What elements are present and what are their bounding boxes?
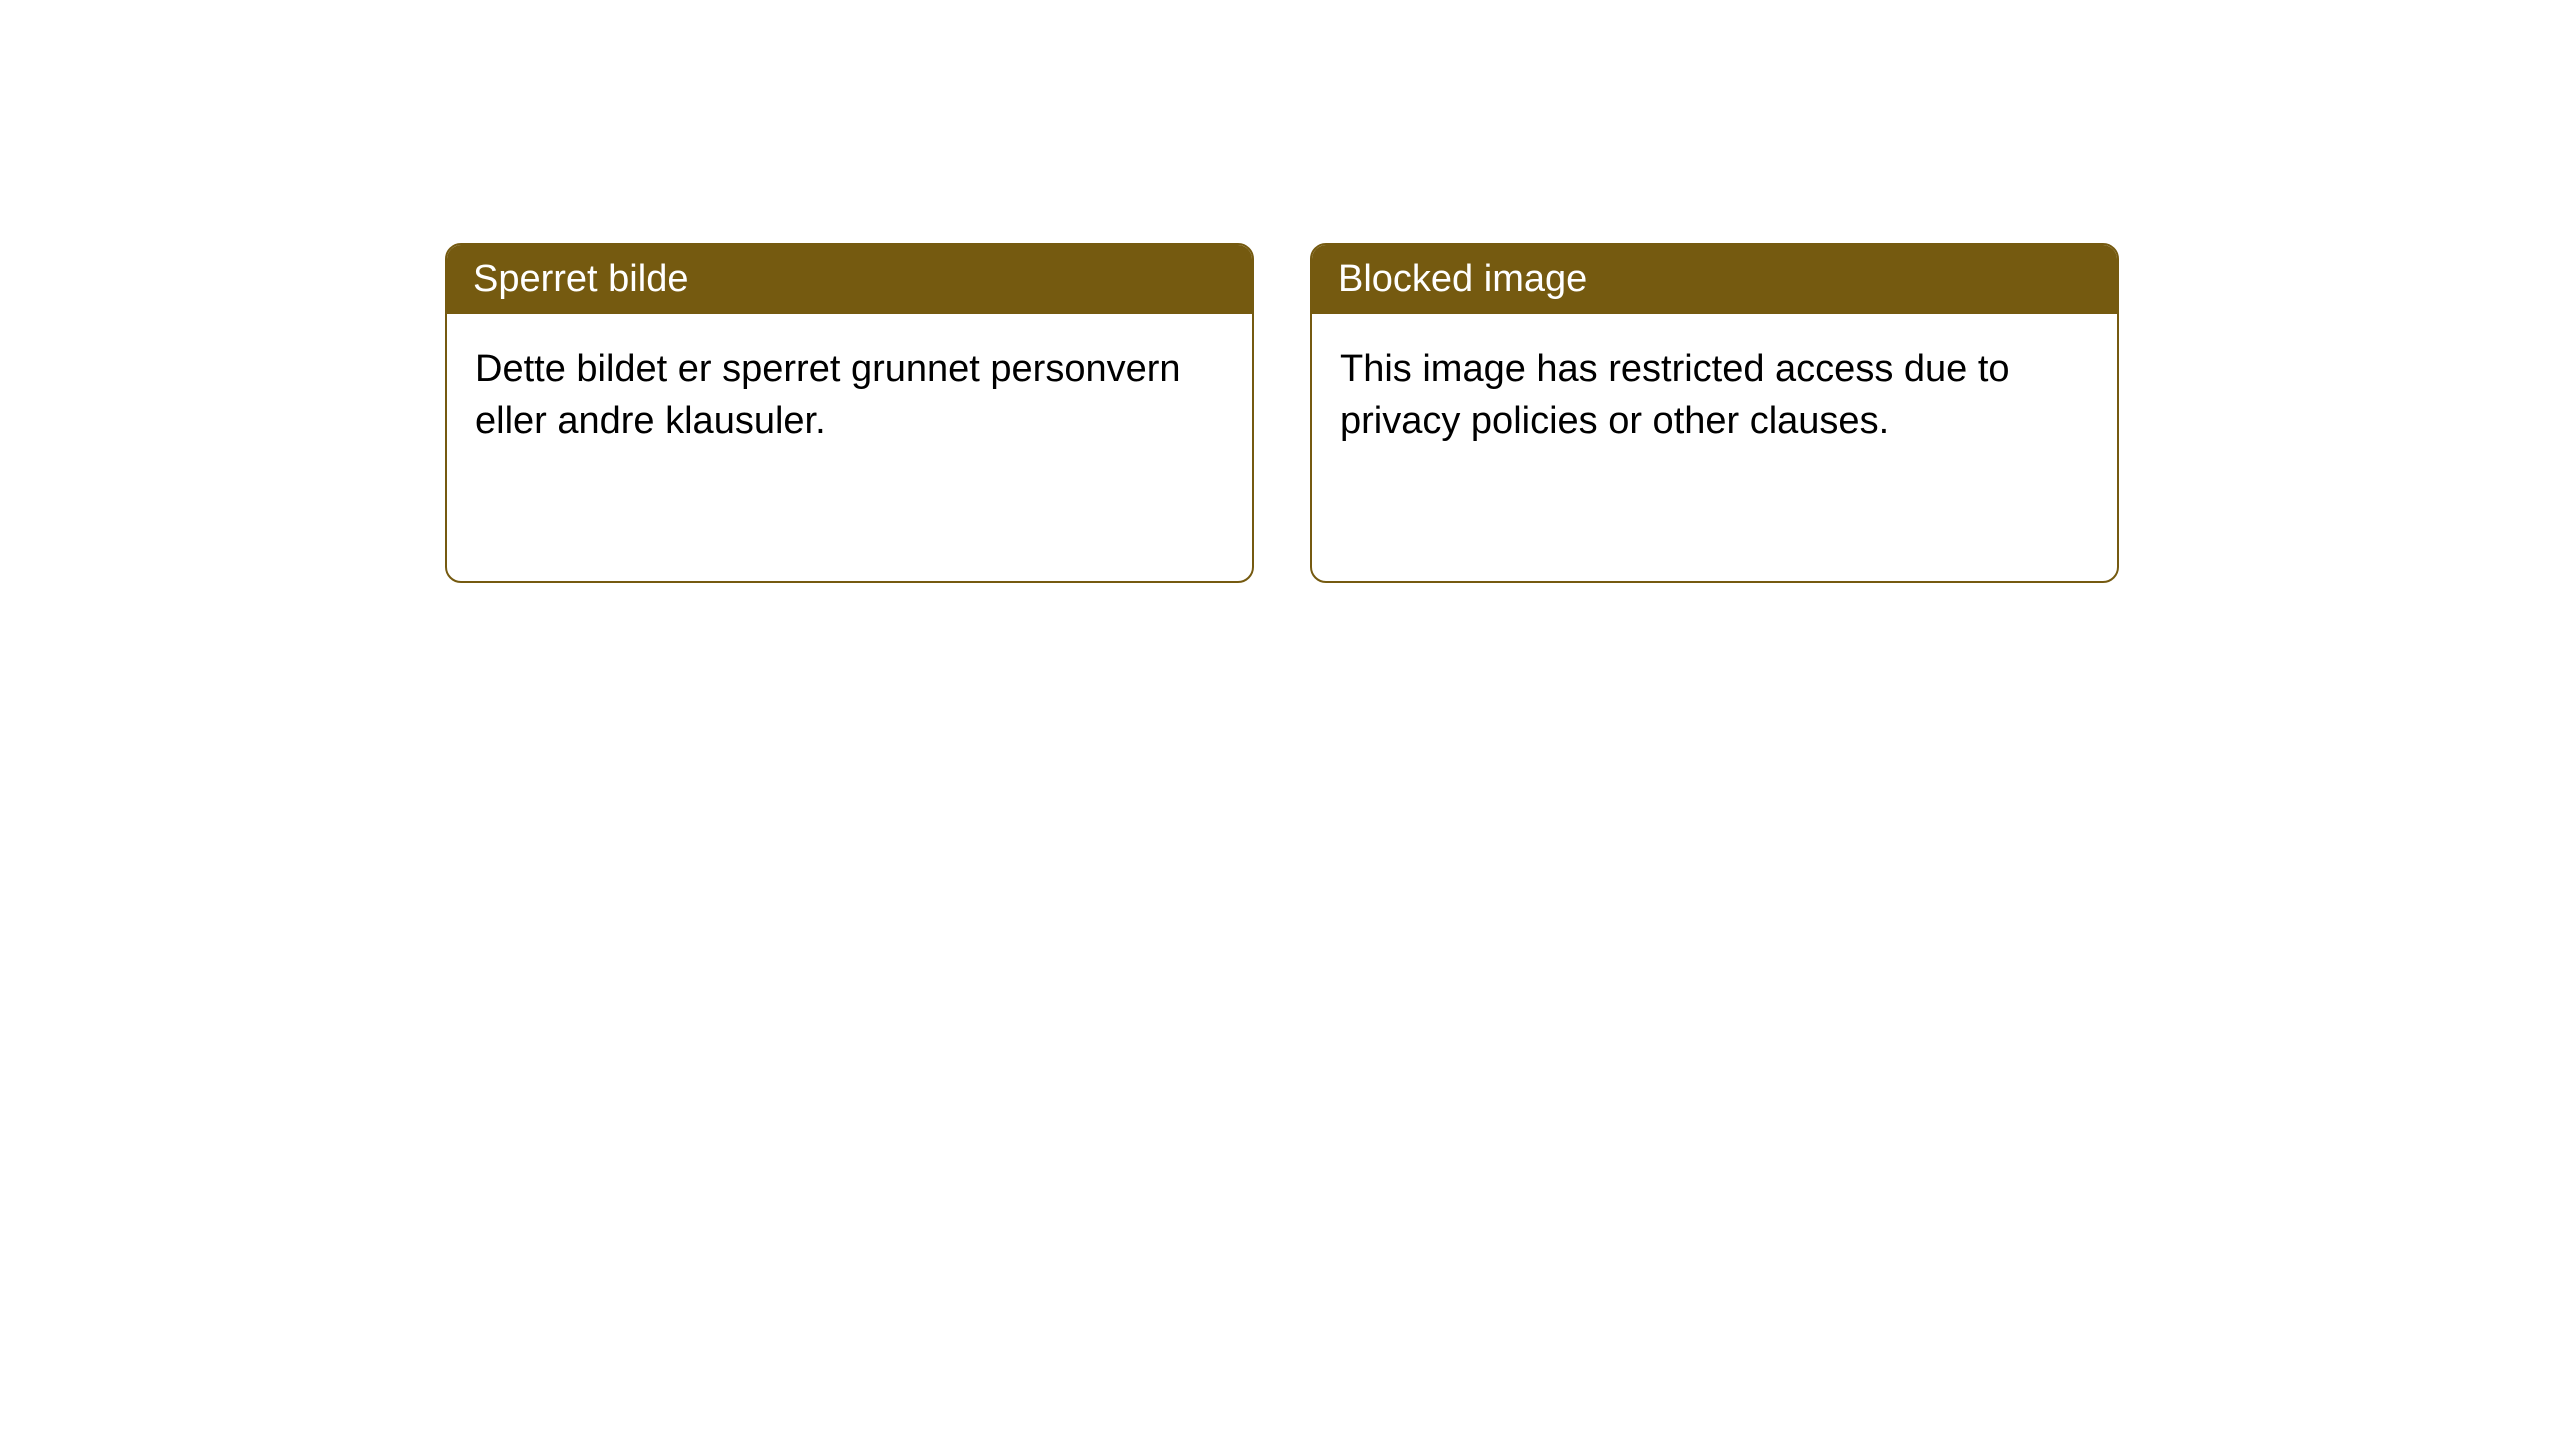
notice-card-title-en: Blocked image xyxy=(1312,245,2117,314)
notice-cards-container: Sperret bilde Dette bildet er sperret gr… xyxy=(445,243,2119,583)
notice-card-en: Blocked image This image has restricted … xyxy=(1310,243,2119,583)
notice-card-body-en: This image has restricted access due to … xyxy=(1312,314,2117,477)
notice-card-body-no: Dette bildet er sperret grunnet personve… xyxy=(447,314,1252,477)
notice-card-title-no: Sperret bilde xyxy=(447,245,1252,314)
notice-card-no: Sperret bilde Dette bildet er sperret gr… xyxy=(445,243,1254,583)
